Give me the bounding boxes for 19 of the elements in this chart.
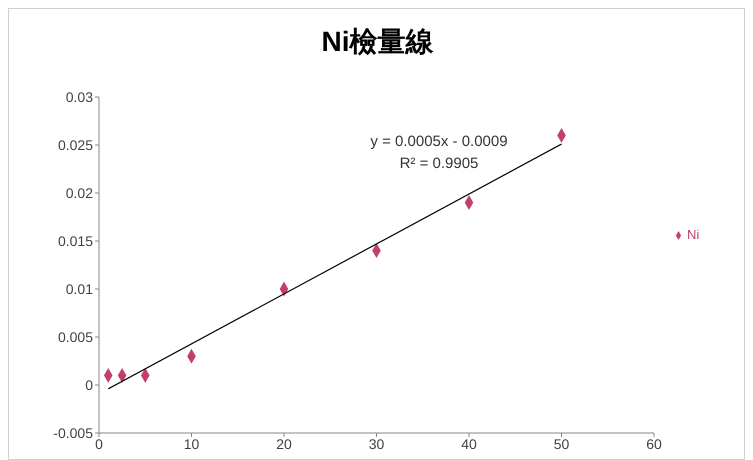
- y-tick-label: 0.005: [58, 328, 94, 345]
- x-tick-label: 30: [368, 436, 384, 452]
- x-tick-label: 20: [276, 436, 292, 452]
- legend-label: Ni: [687, 226, 700, 242]
- chart-title: Ni檢量線: [320, 25, 434, 59]
- x-tick-label: 60: [646, 436, 662, 452]
- x-tick-label: 0: [95, 436, 104, 452]
- x-tick-label: 40: [461, 436, 477, 452]
- y-tick-label: 0.03: [66, 88, 94, 105]
- x-tick-label: 10: [184, 436, 200, 452]
- y-tick-label: 0.01: [66, 280, 94, 297]
- y-tick-label: 0.02: [66, 184, 94, 201]
- y-tick-label: -0.005: [53, 424, 94, 441]
- y-tick-label: 0: [85, 376, 94, 393]
- y-tick-label: 0.025: [58, 136, 94, 153]
- annotation: y = 0.0005x - 0.0009: [369, 133, 509, 150]
- annotation: R² = 0.9905: [398, 155, 480, 172]
- x-tick-label: 50: [554, 436, 570, 452]
- y-tick-label: 0.015: [58, 232, 94, 249]
